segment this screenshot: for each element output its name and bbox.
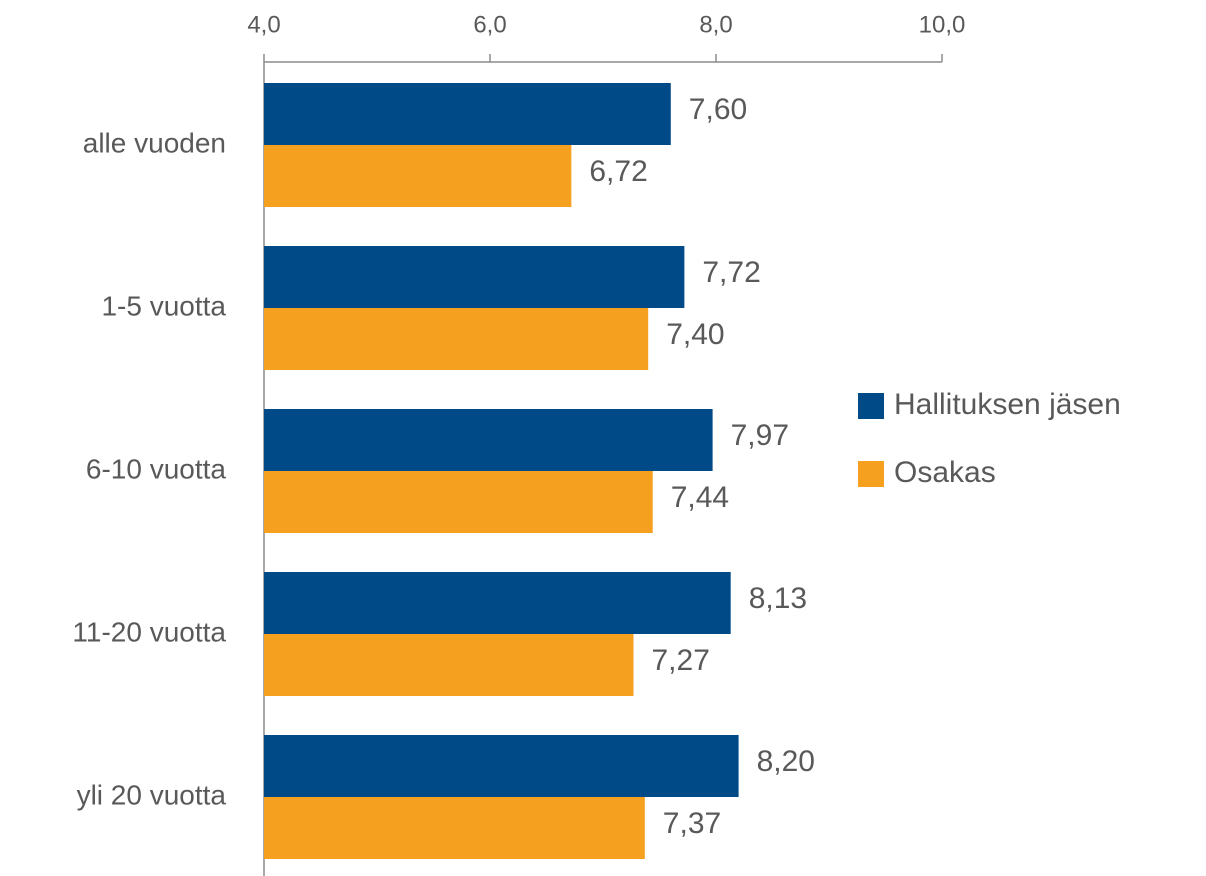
- bar: [264, 409, 713, 471]
- value-label: 7,60: [689, 93, 747, 126]
- bar: [264, 471, 653, 533]
- bar: [264, 572, 731, 634]
- bar: [264, 246, 685, 308]
- x-tick-label: 6,0: [473, 11, 506, 38]
- x-tick-label: 10,0: [919, 11, 966, 38]
- y-tick-label: 6-10 vuotta: [86, 453, 227, 484]
- bar: [264, 145, 572, 207]
- y-tick-label: 11-20 vuotta: [72, 616, 226, 647]
- bar: [264, 308, 649, 370]
- legend-label: Hallituksen jäsen: [894, 388, 1121, 421]
- value-label: 8,20: [757, 745, 815, 778]
- value-label: 8,13: [749, 582, 807, 615]
- legend-swatch: [858, 393, 884, 419]
- x-tick-label: 4,0: [247, 11, 280, 38]
- value-label: 7,97: [731, 419, 789, 452]
- bar: [264, 634, 634, 696]
- y-tick-label: alle vuoden: [83, 127, 226, 158]
- value-label: 7,40: [666, 318, 724, 351]
- bar: [264, 83, 671, 145]
- y-tick-label: yli 20 vuotta: [77, 779, 227, 810]
- value-label: 7,37: [663, 807, 721, 840]
- value-label: 7,72: [702, 256, 760, 289]
- value-label: 7,27: [652, 644, 710, 677]
- legend-label: Osakas: [894, 456, 996, 489]
- x-tick-label: 8,0: [699, 11, 732, 38]
- bar: [264, 735, 739, 797]
- bar: [264, 797, 645, 859]
- legend-swatch: [858, 461, 884, 487]
- value-label: 7,44: [671, 481, 729, 514]
- y-tick-label: 1-5 vuotta: [101, 290, 226, 321]
- value-label: 6,72: [589, 155, 647, 188]
